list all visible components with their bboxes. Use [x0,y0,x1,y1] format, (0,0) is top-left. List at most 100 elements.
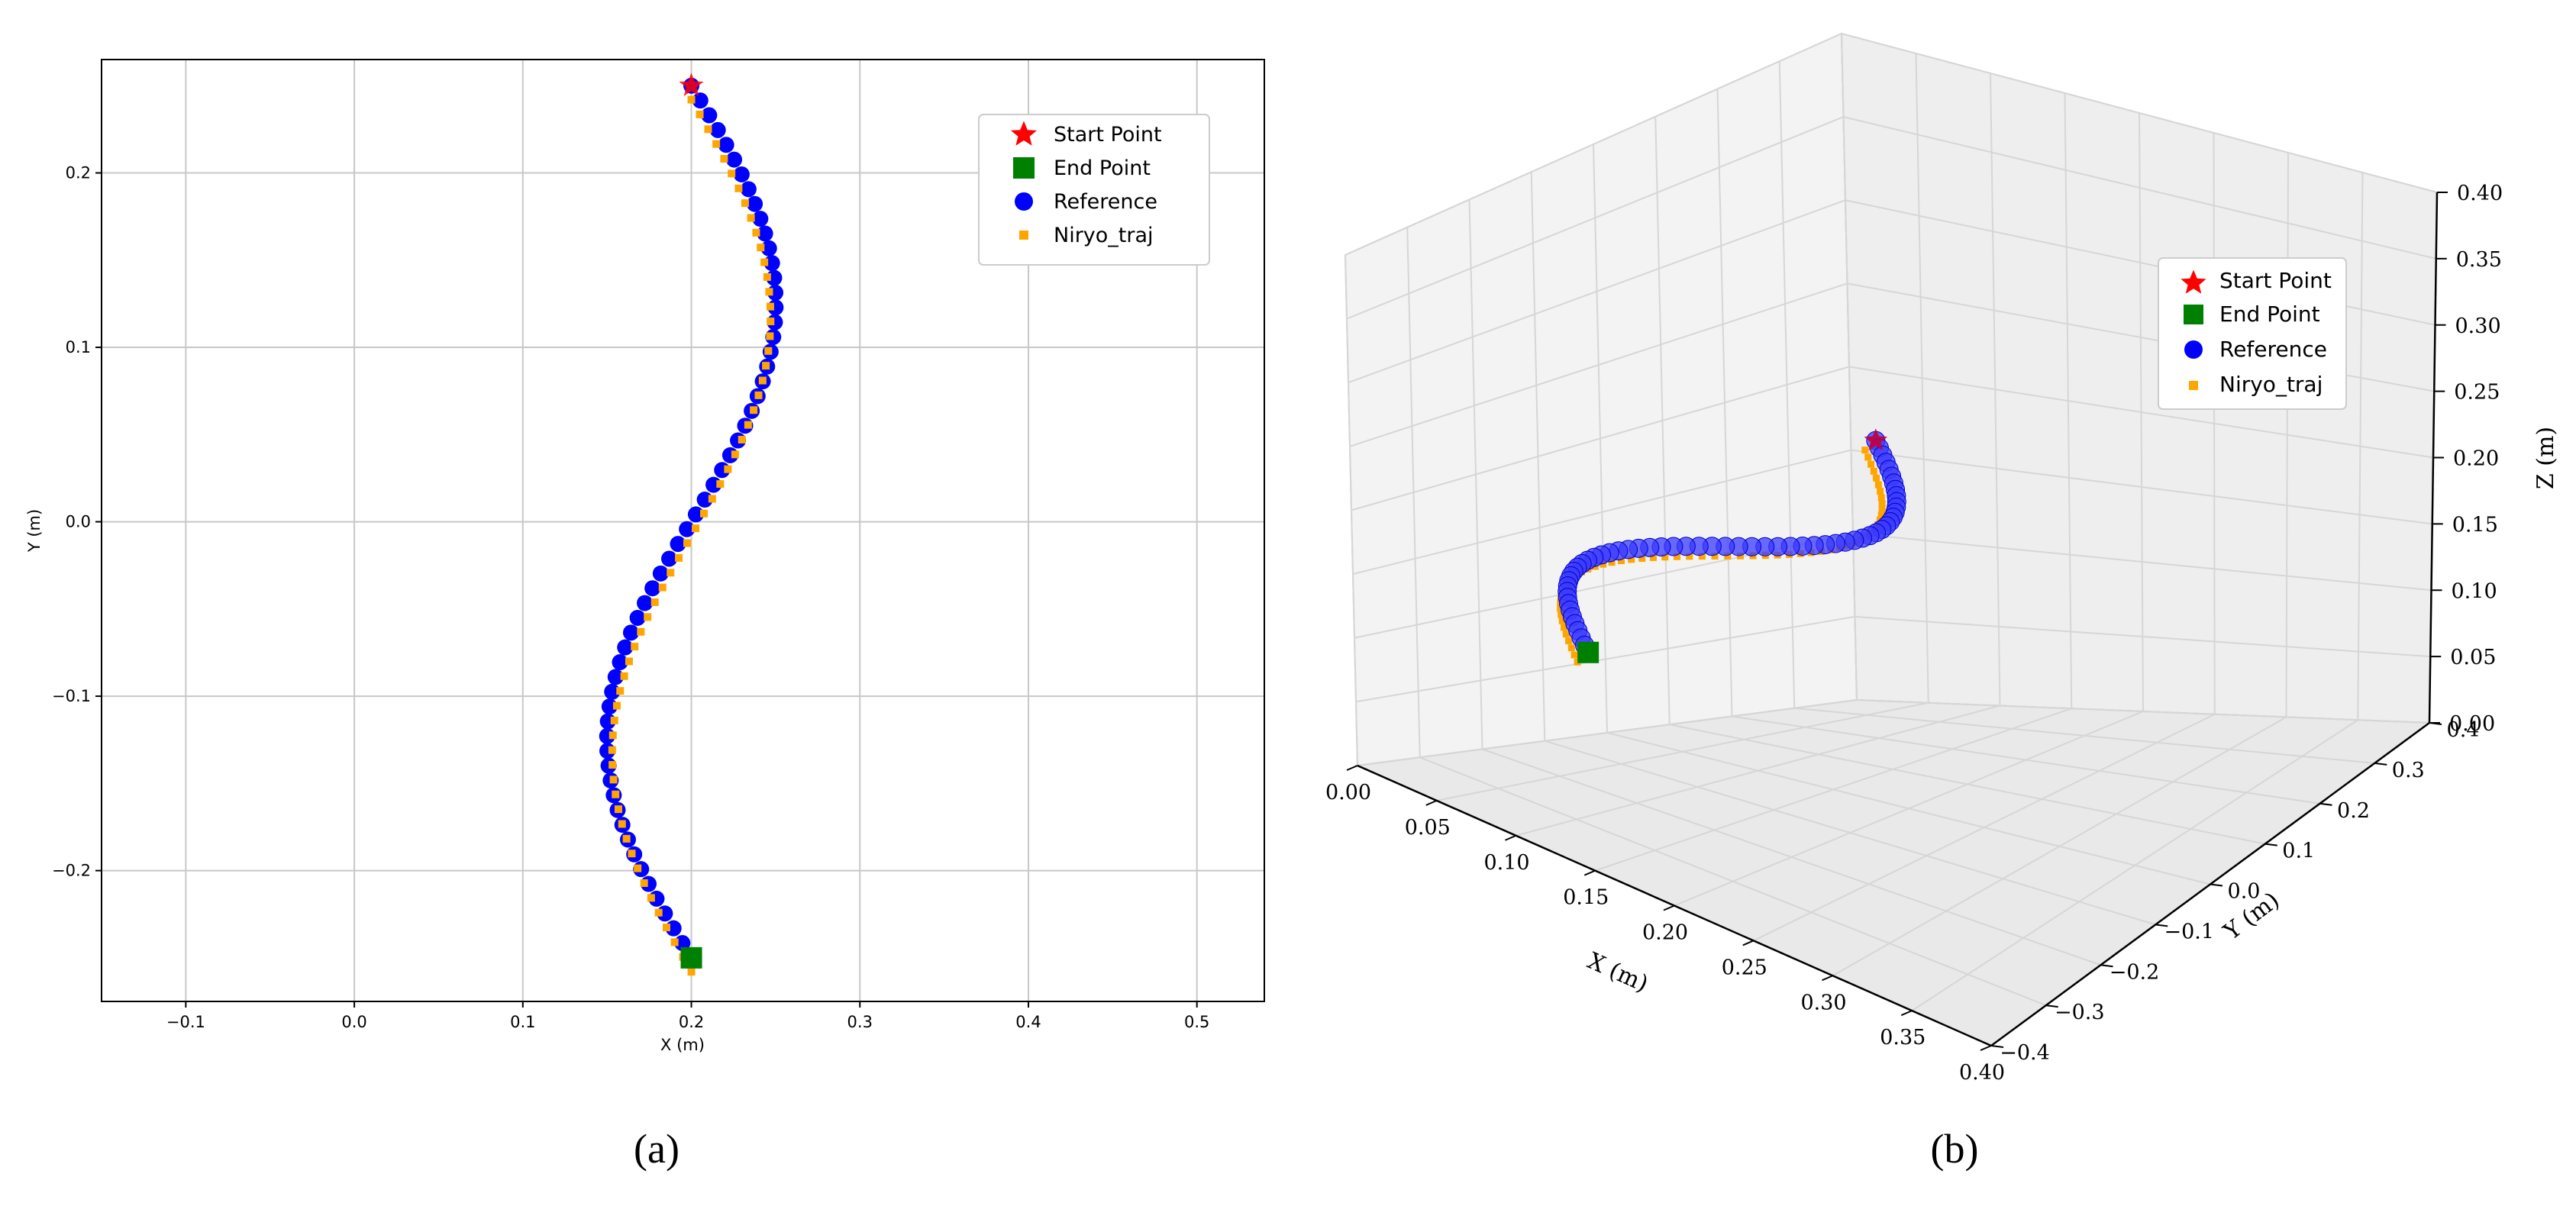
y-tick-label: 0.3 [2392,759,2425,782]
niryo-traj-point [764,347,773,355]
legend-item-end-point: End Point [1013,156,1151,180]
star-icon [2181,269,2206,294]
x-tick-mark [1583,869,1596,876]
niryo-traj-point [760,258,769,266]
grid-3d [1344,33,2438,1046]
x-tick-label: 0.2 [679,1013,704,1031]
x-tick-label: 0.4 [1015,1013,1041,1031]
x-tick-mark [1346,765,1358,771]
y-tick-label: 0.1 [66,338,91,356]
reference-point [747,195,763,212]
x-tick-mark [1822,975,1833,982]
niryo-traj-point [734,184,743,192]
niryo-traj-point-3d [1877,511,1885,518]
z-tick-label: 0.15 [2452,513,2498,537]
x-tick-label: 0.0 [341,1013,366,1031]
grid-line-z-right [1851,449,2432,525]
niryo-traj-point-3d [1711,553,1719,560]
legend-3d: Start Point End Point Reference Niryo_tr… [2158,257,2347,410]
reference-point [670,536,686,553]
x-tick-label: 0.10 [1483,851,1529,875]
reference-point [740,181,757,198]
niryo-traj-point-3d [1558,611,1565,618]
z-tick-label: 0.00 [2449,712,2495,736]
z-axis-label-3d: Z (m) [2532,427,2559,489]
y-tick-label: 0.0 [2228,880,2261,904]
niryo-traj-point-3d [1878,500,1886,508]
z-tick-label: 0.35 [2456,248,2502,272]
reference-point [718,137,734,153]
niryo-traj-point [765,288,773,296]
grid-line-y-floor [1669,724,2265,845]
reference-point [629,609,646,626]
grid-line-y-floor [1419,756,2047,1007]
niryo-traj-point-3d [1565,637,1573,645]
y-tick-label: 0.1 [2282,840,2315,863]
y-tick-mark [1990,1045,2004,1048]
reference-point [752,211,769,227]
niryo-traj-point [658,583,667,592]
niryo-traj-point-3d [1638,555,1646,563]
niryo-traj-point [704,125,712,134]
star-icon [1010,121,1038,146]
niryo-traj-point-3d [1877,488,1884,495]
niryo-traj-point-3d [1567,644,1575,652]
niryo-traj-point [687,968,696,976]
niryo-traj-point [614,805,622,814]
niryo-traj-point [767,318,775,326]
niryo-traj-point [608,746,616,754]
grid-2d [102,60,1264,1001]
grid-line-z-right [1841,33,2438,193]
niryo-traj-point-3d [1628,556,1635,563]
grid-line-y-floor [1544,740,2156,926]
reference-point [701,107,718,124]
reference-point [679,521,696,537]
square-icon [2184,305,2203,324]
niryo-traj-point [631,643,639,651]
legend-item-start-point-3d: Start Point [2181,268,2332,294]
y-tick-mark [2319,802,2332,806]
x-axis-label-3d: X (m) [1583,948,1652,998]
y-axis-label-2d: Y (m) [25,509,44,553]
reference-point [612,654,628,671]
y-tick-mark [2045,1004,2058,1008]
niryo-traj-point [634,864,642,872]
niryo-traj-point [763,272,771,281]
niryo-traj-point-3d [1558,617,1566,624]
niryo-traj-point [731,450,739,459]
niryo-traj-point [766,332,774,340]
grid-line-z-left [1349,282,1848,447]
niryo-traj-point [728,169,736,178]
niryo-traj-point [647,894,655,902]
z-tick-label: 0.40 [2457,182,2503,205]
grid-line-z-left [1357,699,1858,766]
x-tick-mark [1663,904,1675,911]
x-axis-label-2d: X (m) [660,1036,705,1054]
x-tick-mark [1505,834,1516,841]
grid-line-z-left [1352,449,1851,576]
small-square-icon [2189,381,2198,390]
legend-2d: Start Point End Point Reference Niryo_tr… [978,114,1210,266]
z-tick-label: 0.25 [2454,381,2500,405]
legend-label-reference: Reference [1054,190,1157,214]
niryo-traj-point [654,908,663,917]
axis-ticks-3d: 0.000.050.100.150.200.250.300.350.40−0.4… [1325,182,2503,1085]
reference-point [760,240,777,256]
z-tick-label: 0.30 [2455,314,2501,338]
legend-item-reference-3d: Reference [2184,337,2327,362]
niryo-traj-point-3d [1562,630,1570,638]
niryo-traj-point [644,613,652,621]
grid-line-z-left [1348,199,1846,384]
niryo-traj-point-3d [1661,553,1669,561]
x-tick-label: 0.20 [1642,921,1688,945]
niryo-traj-point-3d [1561,624,1568,631]
niryo-traj-point [724,465,732,473]
niryo-traj-point [700,509,709,518]
niryo-traj-point [762,362,770,370]
niryo-traj-point-3d [1608,559,1616,566]
niryo-traj-point-3d [1864,453,1872,461]
y-tick-mark [2264,843,2277,846]
y-tick-label: −0.1 [52,687,91,705]
niryo-traj-point [625,657,633,666]
